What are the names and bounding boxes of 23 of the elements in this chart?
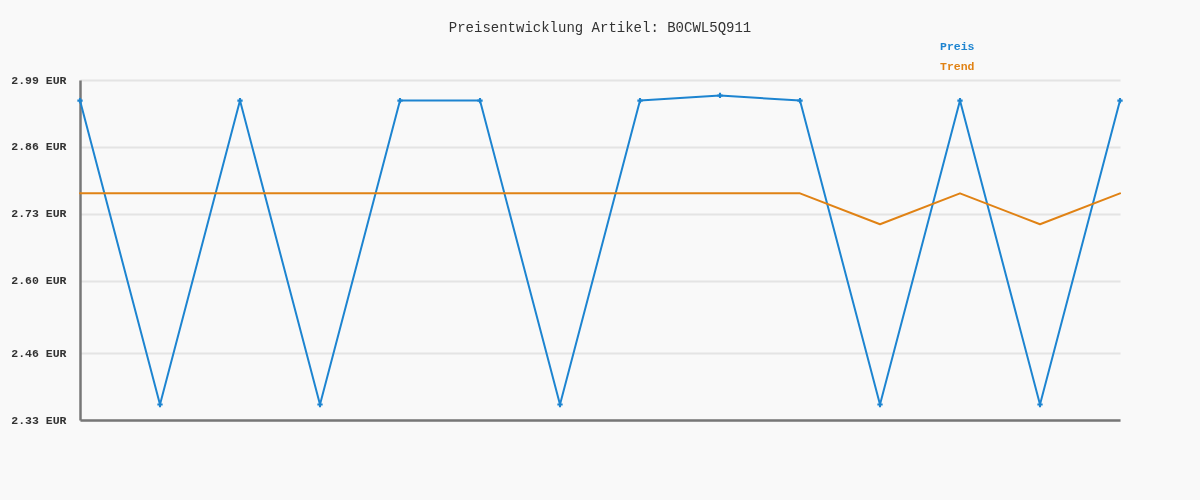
point <box>957 97 963 104</box>
point <box>797 97 803 104</box>
y-tick-label: 2.46 EUR <box>11 346 67 360</box>
point <box>397 97 403 104</box>
chart-title: Preisentwicklung Artikel: B0CWL5Q911 <box>448 20 752 36</box>
y-tick-label: 2.33 EUR <box>11 413 67 427</box>
point <box>77 97 83 104</box>
point <box>717 92 723 99</box>
point <box>237 97 243 104</box>
point <box>477 97 483 104</box>
y-tick-label: 2.73 EUR <box>11 207 67 221</box>
point <box>877 401 883 408</box>
y-tick-label: 2.99 EUR <box>11 73 67 87</box>
text: Preis <box>940 40 975 53</box>
point <box>157 401 163 408</box>
point <box>637 97 643 104</box>
point <box>1117 97 1123 104</box>
point <box>1037 401 1043 408</box>
text: Trend <box>940 60 975 73</box>
y-tick-label: 2.60 EUR <box>11 274 67 288</box>
point <box>317 401 323 408</box>
y-tick-label: 2.86 EUR <box>11 140 67 154</box>
point <box>557 401 563 408</box>
